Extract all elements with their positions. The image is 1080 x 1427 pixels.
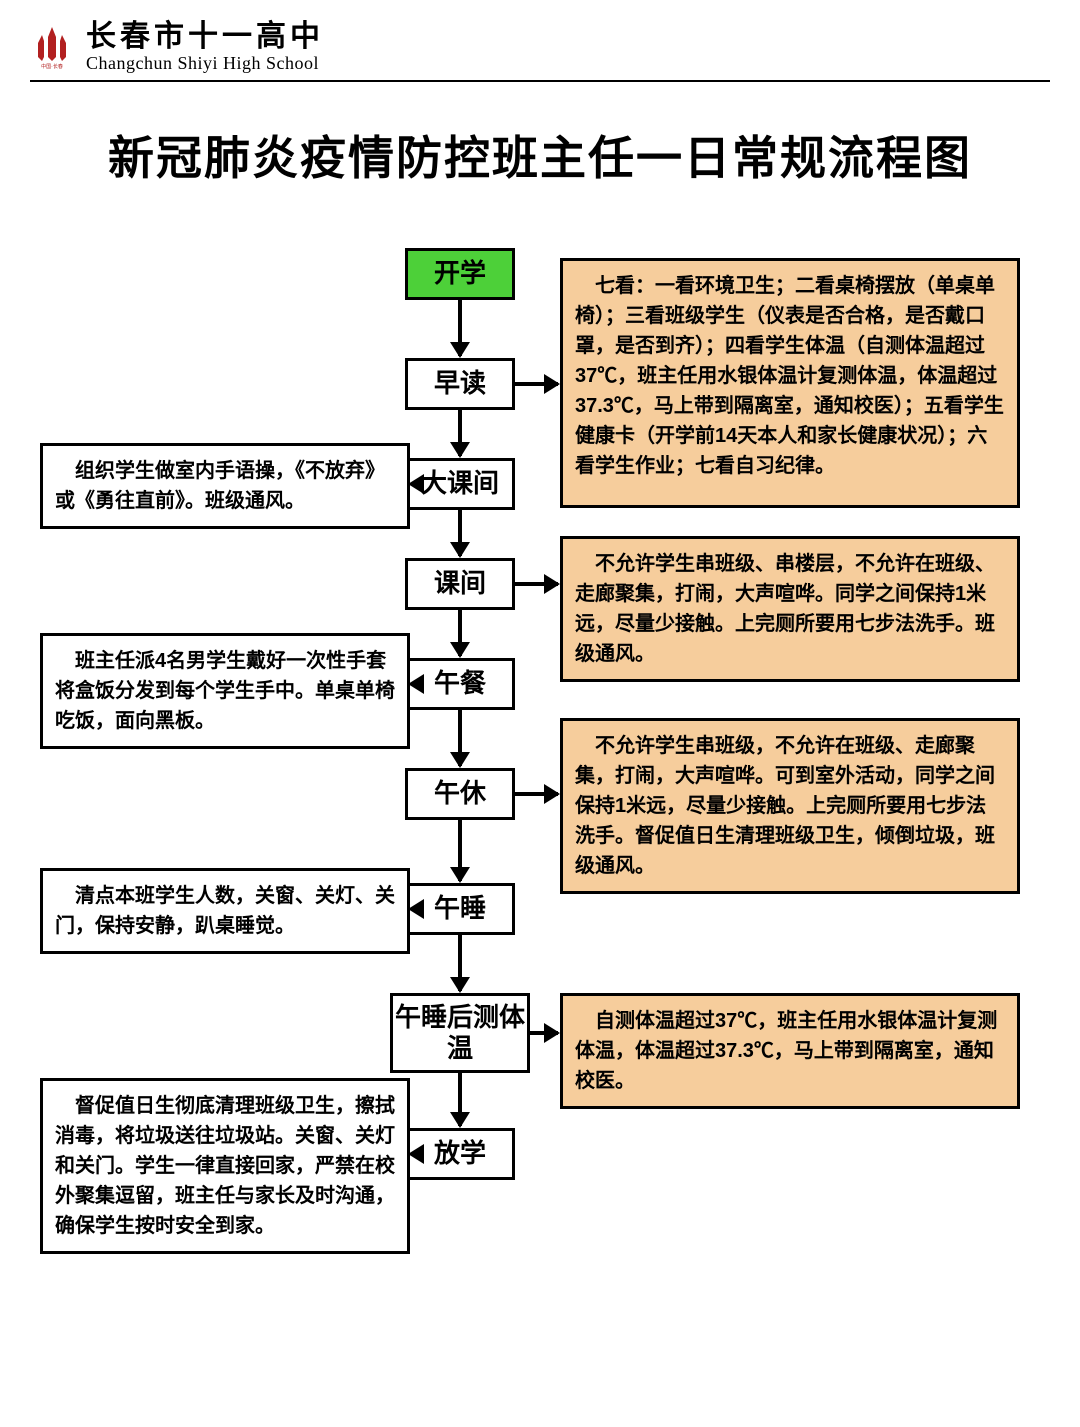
flowchart: 开学早读大课间课间午餐午休午睡午睡后测体温放学 七看：一看环境卫生；二看桌椅摆放… (30, 248, 1050, 1308)
arrow-down (458, 410, 462, 456)
detail-tiwen: 自测体温超过37℃，班主任用水银体温计复测体温，体温超过37.3℃，马上带到隔离… (560, 993, 1020, 1109)
arrow-down (458, 610, 462, 656)
svg-text:中国·长春: 中国·长春 (41, 63, 63, 69)
school-logo-icon: 中国·长春 (30, 25, 74, 69)
detail-kejian: 不允许学生串班级、串楼层，不允许在班级、走廊聚集，打闹，大声喧哗。同学之间保持1… (560, 536, 1020, 682)
detail-zaodu: 七看：一看环境卫生；二看桌椅摆放（单桌单椅）；三看班级学生（仪表是否合格，是否戴… (560, 258, 1020, 508)
arrow-down (458, 935, 462, 991)
detail-fangxue: 督促值日生彻底清理班级卫生，擦拭消毒，将垃圾送往垃圾站。关窗、关灯和关门。学生一… (40, 1078, 410, 1254)
page-header: 中国·长春 长春市十一高中 Changchun Shiyi High Schoo… (30, 20, 1050, 82)
arrow-down (458, 510, 462, 556)
school-name-en: Changchun Shiyi High School (86, 53, 324, 74)
arrow-right (530, 1031, 558, 1035)
arrow-down (458, 1073, 462, 1126)
detail-wucan: 班主任派4名男学生戴好一次性手套将盒饭分发到每个学生手中。单桌单椅吃饭，面向黑板… (40, 633, 410, 749)
arrow-right (515, 792, 558, 796)
detail-dakejian: 组织学生做室内手语操，《不放弃》或《勇往直前》。班级通风。 (40, 443, 410, 529)
arrow-right (515, 382, 558, 386)
flow-node-start: 开学 (405, 248, 515, 300)
flow-node-zaodu: 早读 (405, 358, 515, 410)
flow-node-kejian: 课间 (405, 558, 515, 610)
arrow-right (515, 582, 558, 586)
detail-wuxiu: 不允许学生串班级，不允许在班级、走廊聚集，打闹，大声喧哗。可到室外活动，同学之间… (560, 718, 1020, 894)
flow-node-tiwen: 午睡后测体温 (390, 993, 530, 1073)
arrow-down (458, 710, 462, 766)
flow-node-wuxiu: 午休 (405, 768, 515, 820)
school-name-cn: 长春市十一高中 (86, 20, 324, 53)
arrow-down (458, 300, 462, 356)
arrow-down (458, 820, 462, 881)
detail-wushui: 清点本班学生人数，关窗、关灯、关门，保持安静，趴桌睡觉。 (40, 868, 410, 954)
page-title: 新冠肺炎疫情防控班主任一日常规流程图 (30, 122, 1050, 188)
